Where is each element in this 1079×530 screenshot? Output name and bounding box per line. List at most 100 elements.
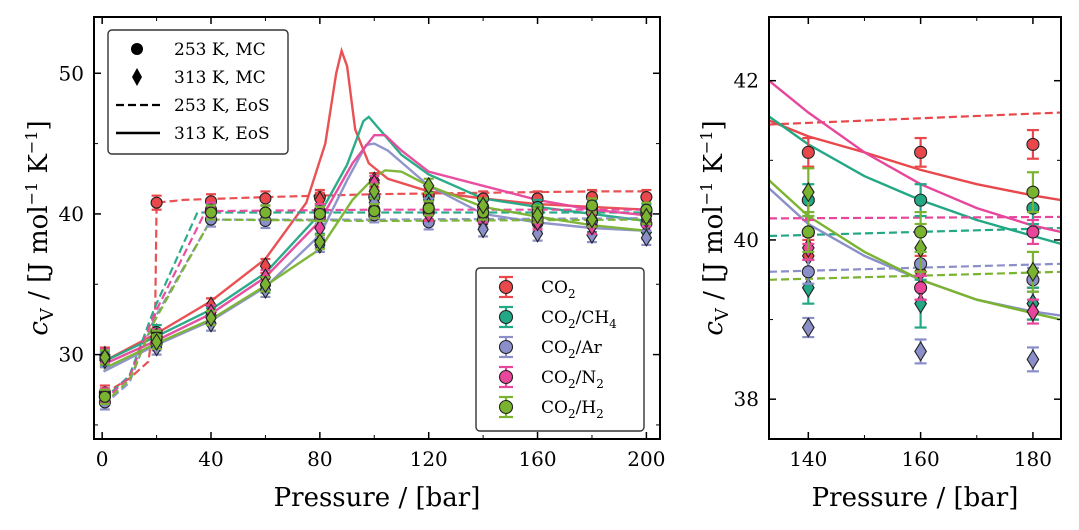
- x-tick-label: 160: [518, 447, 556, 471]
- plot-area: [769, 79, 1061, 373]
- y-label-unit: K: [24, 154, 54, 182]
- y-tick-label: 30: [59, 343, 84, 367]
- label-subscript: 4: [609, 317, 617, 331]
- y-label-unit: / [J mol: [24, 205, 54, 308]
- mc253-point-co2-h2: [98, 390, 111, 403]
- legend-marker: [498, 309, 514, 325]
- mc253-point-co2-ar: [801, 265, 815, 279]
- mc313-point-co2-h2: [99, 348, 111, 367]
- y-tick-label: 50: [59, 61, 84, 85]
- eos253-line-co2-n2: [102, 208, 647, 402]
- mc313-point-co2-h2: [314, 232, 326, 252]
- mc253-point-co2: [640, 191, 653, 204]
- mc253-point-co2: [914, 145, 928, 159]
- mc253-point-co2-h2: [422, 202, 435, 215]
- label-subscript: 2: [596, 377, 604, 391]
- mc253-point-co2-h2: [585, 199, 599, 212]
- mc313-point-co2-h2: [150, 332, 163, 352]
- label-subscript: 2: [568, 317, 576, 331]
- label-base: CO: [541, 368, 568, 388]
- label-subscript: 2: [596, 407, 604, 421]
- mc253-point-co2-ch4: [914, 193, 928, 207]
- x-tick-label: 80: [307, 447, 332, 471]
- mc313-point-co2-ar: [1026, 349, 1040, 370]
- legend-diamond-marker: [132, 68, 142, 86]
- mc253-point-co2: [801, 145, 815, 159]
- mixture-legend-label: CO2/Ar: [541, 338, 603, 361]
- mc253-point-co2-h2: [368, 205, 381, 218]
- eos313-line-co2-ch4: [102, 115, 647, 363]
- label-base: CO: [541, 338, 568, 358]
- right-zoom-chart-panel: 140 160 180 38 40 42 Pressure / [bar] cV / [J m…: [697, 16, 1062, 513]
- y-label-subscript: V: [712, 307, 733, 322]
- mc253-point-co2: [150, 196, 163, 209]
- style-legend-label: 313 K, MC: [174, 68, 266, 88]
- mc253-point-co2-h2: [259, 206, 272, 219]
- eos253-line-co2: [102, 190, 647, 395]
- plot-frame: [768, 16, 1062, 440]
- mc313-point-co2-ar: [801, 317, 815, 338]
- y-label-symbol: c: [24, 321, 54, 336]
- mixture-legend-label: CO2: [541, 278, 576, 301]
- mc313-point-co2-h2: [368, 182, 380, 201]
- mc253-point-co2-n2: [1026, 225, 1040, 239]
- eos313-line-co2: [769, 119, 1061, 202]
- mixture-legend-label: CO2/CH4: [541, 308, 617, 331]
- style-legend-label: 313 K, EoS: [174, 124, 270, 144]
- y-label-exponent: −1: [697, 130, 716, 154]
- y-tick-label: 38: [734, 387, 759, 411]
- mc313-point-co2-ar: [477, 220, 489, 239]
- label-subscript: 2: [568, 287, 576, 301]
- x-tick-label: 160: [902, 447, 940, 471]
- style-legend: 253 K, MC 313 K, MC 253 K, EoS 313 K, EoS: [107, 29, 289, 155]
- style-legend-label: 253 K, EoS: [174, 96, 270, 116]
- y-axis-label: cV / [J mol−1 K−1]: [697, 120, 733, 335]
- mc253-point-co2: [259, 192, 272, 205]
- x-tick-label: 40: [198, 447, 223, 471]
- mc253-point-co2-h2: [1026, 185, 1040, 199]
- mc313-point-co2-h2: [640, 207, 653, 226]
- label-base: CO: [541, 278, 568, 298]
- mc253-point-co2-n2: [914, 281, 928, 295]
- label-base: CO: [541, 398, 568, 418]
- mc313-point-co2-h2: [531, 206, 544, 225]
- style-legend-label: 253 K, MC: [174, 40, 266, 60]
- x-tick-label: 120: [410, 447, 448, 471]
- plot-frame: [93, 16, 661, 440]
- legend-marker: [498, 339, 514, 355]
- legend-circle-marker: [131, 43, 143, 55]
- label-subscript: 2: [568, 377, 576, 391]
- mc313-point-co2-n2: [1026, 301, 1040, 322]
- eos313-line-co2-n2: [103, 134, 647, 366]
- x-axis-label: Pressure / [bar]: [274, 483, 481, 513]
- eos313-line-co2-h2: [102, 169, 647, 370]
- y-tick-label: 40: [734, 228, 759, 252]
- x-tick-label: 0: [96, 447, 109, 471]
- eos253-line-co2-ar: [769, 262, 1061, 273]
- style-legend-box: [107, 29, 289, 155]
- y-label-unit: ]: [24, 120, 54, 130]
- plot-area: [98, 46, 653, 411]
- legend-marker: [498, 369, 514, 385]
- y-label-exponent: −1: [22, 182, 41, 206]
- mc253-point-co2: [1026, 137, 1040, 151]
- mc313-point-co2-h2: [423, 176, 435, 195]
- label-subscript: 2: [568, 347, 576, 361]
- y-tick-label: 42: [734, 69, 759, 93]
- x-axis-label: Pressure / [bar]: [812, 483, 1019, 513]
- y-label-unit: / [J mol: [699, 205, 729, 308]
- mc253-point-co2-h2: [313, 207, 326, 220]
- mc313-point-co2-ar: [640, 228, 653, 247]
- legend-marker: [498, 279, 514, 295]
- mc253-point-co2-h2: [914, 225, 928, 239]
- y-tick-label: 40: [59, 202, 84, 226]
- label-tail: /CH: [576, 308, 610, 328]
- label-base: CO: [541, 308, 568, 328]
- label-subscript: 2: [568, 407, 576, 421]
- y-label-subscript: V: [37, 307, 58, 322]
- label-tail: /N: [576, 368, 597, 388]
- y-label-symbol: c: [699, 321, 729, 336]
- mc313-point-co2-h2: [205, 308, 217, 328]
